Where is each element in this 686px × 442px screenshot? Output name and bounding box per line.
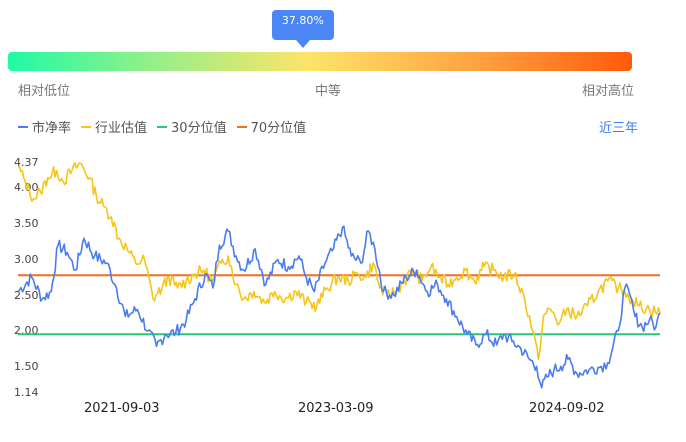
- legend-label-pb: 市净率: [32, 121, 72, 136]
- legend-item-p70[interactable]: 70分位值: [236, 117, 307, 136]
- legend-swatch-industry: [81, 125, 92, 128]
- percentile-tooltip: 37.80%: [271, 10, 334, 48]
- gauge-high-label: 相对高位: [582, 84, 635, 99]
- gauge-low-label: 相对低位: [18, 84, 71, 99]
- period-selector-link[interactable]: 近三年: [599, 121, 639, 136]
- legend-swatch-p70: [236, 125, 247, 128]
- y-tick-label: 1.14: [14, 386, 39, 399]
- legend-swatch-pb: [18, 125, 28, 128]
- x-tick-label: 2024-09-02: [529, 401, 605, 416]
- x-tick-label: 2023-03-09: [298, 401, 374, 416]
- legend-label-p30: 30分位值: [171, 121, 227, 136]
- percentile-value-label: 37.80%: [281, 14, 324, 27]
- legend-item-industry[interactable]: 行业估值: [81, 117, 147, 136]
- y-tick-label: 2.50: [14, 289, 39, 302]
- y-tick-label: 4.37: [14, 156, 39, 169]
- y-tick-label: 3.00: [14, 253, 39, 266]
- gauge-mid-label: 中等: [315, 84, 342, 99]
- legend-label-p70: 70分位值: [250, 121, 307, 136]
- pb-series-line: [17, 225, 661, 389]
- y-tick-label: 3.50: [14, 217, 39, 230]
- legend-item-p30[interactable]: 30分位值: [157, 117, 227, 136]
- legend-item-pb[interactable]: 市净率: [18, 117, 71, 136]
- industry-series-line: [17, 162, 661, 360]
- legend-label-industry: 行业估值: [95, 121, 148, 136]
- y-tick-label: 1.50: [14, 360, 39, 373]
- legend-swatch-p30: [157, 125, 168, 128]
- chart-legend: 市净率 行业估值 30分位值 70分位值: [18, 117, 316, 136]
- valuation-gauge-bar: [8, 52, 632, 71]
- x-tick-label: 2021-09-03: [84, 401, 160, 416]
